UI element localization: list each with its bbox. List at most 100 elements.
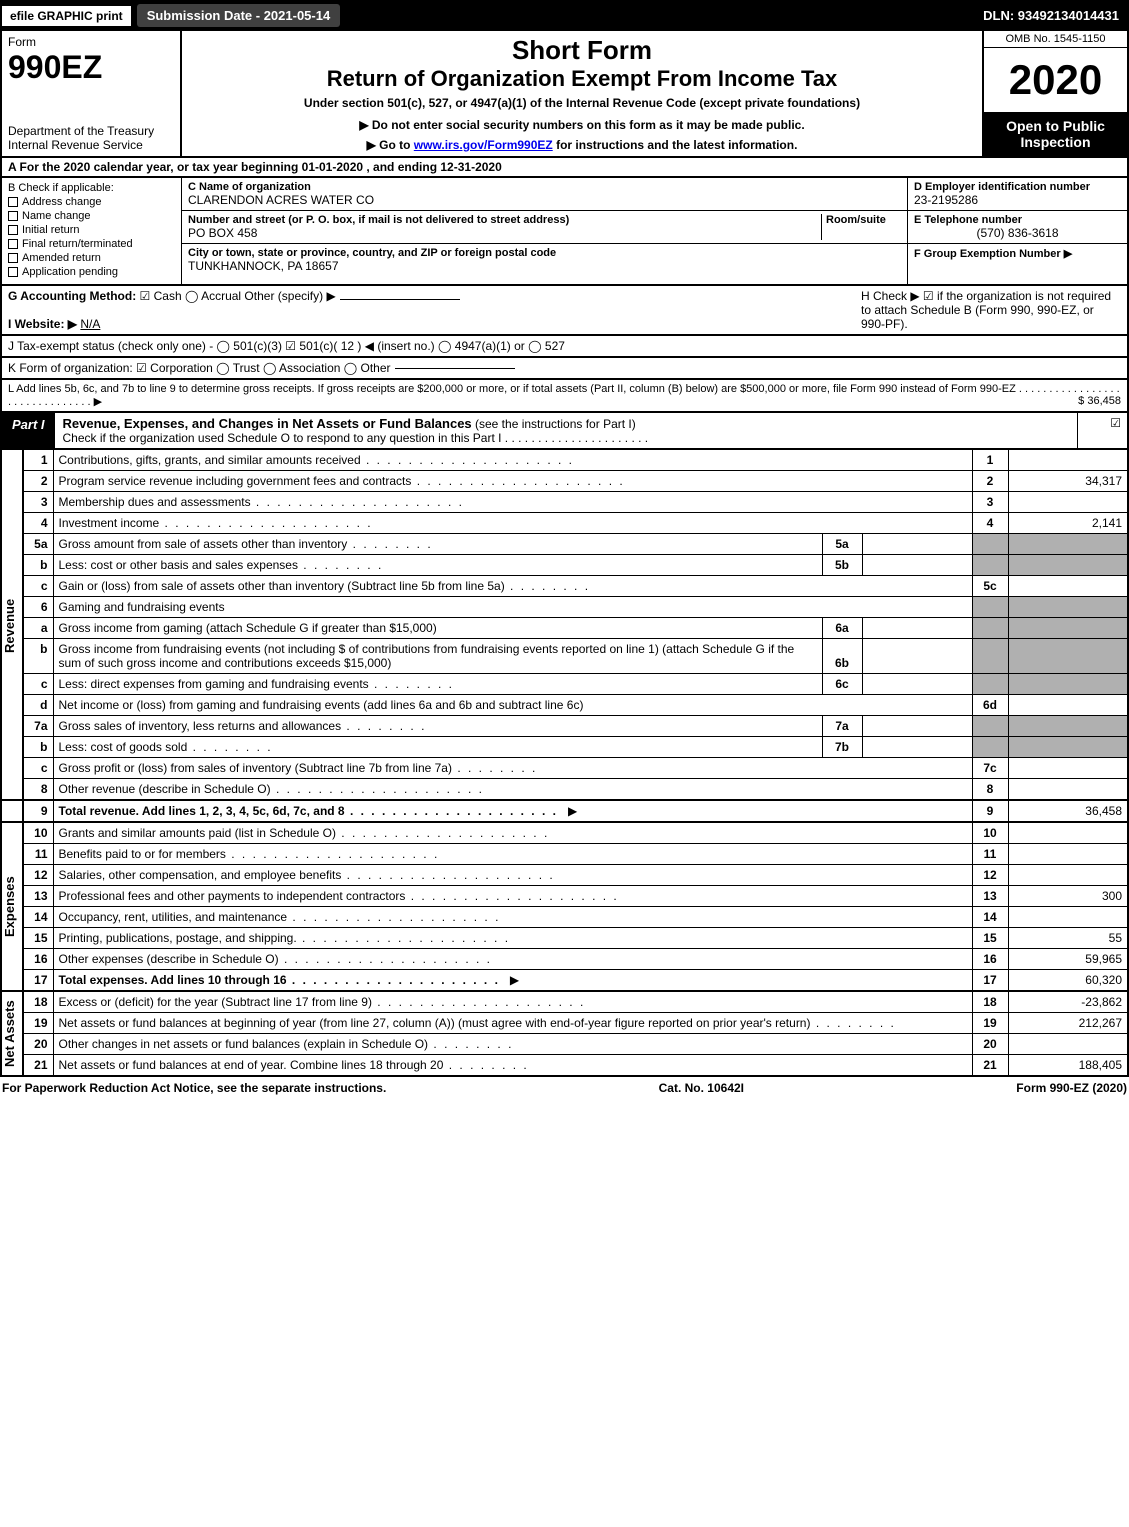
- line-6b-sub: 6b: [822, 639, 862, 674]
- line-19-amt: 212,267: [1008, 1013, 1128, 1034]
- part1-title: Revenue, Expenses, and Changes in Net As…: [55, 413, 1077, 448]
- ein-value: 23-2195286: [914, 193, 978, 207]
- return-title: Return of Organization Exempt From Incom…: [186, 66, 978, 92]
- section-c: C Name of organization CLARENDON ACRES W…: [182, 178, 907, 284]
- line-8-amt: [1008, 779, 1128, 801]
- checkbox-amended-return[interactable]: [8, 253, 18, 263]
- line-6-desc: Gaming and fundraising events: [53, 597, 972, 618]
- checkbox-application-pending[interactable]: [8, 267, 18, 277]
- line-6b-desc-pre: Gross income from fundraising events (no…: [59, 642, 349, 656]
- line-7a-sub: 7a: [822, 716, 862, 737]
- line-10-num: 10: [23, 822, 53, 844]
- city-label: City or town, state or province, country…: [188, 247, 556, 259]
- line-6a-desc: Gross income from gaming (attach Schedul…: [53, 618, 822, 639]
- line-6c-num: c: [23, 674, 53, 695]
- room-suite-label: Room/suite: [826, 214, 886, 226]
- line-5a-amt-shaded: [1008, 534, 1128, 555]
- revenue-section-label: Revenue: [1, 450, 23, 800]
- section-l-row: L Add lines 5b, 6c, and 7b to line 9 to …: [0, 380, 1129, 413]
- dept-irs: Internal Revenue Service: [8, 138, 174, 152]
- line-11-n: 11: [972, 844, 1008, 865]
- line-1-n: 1: [972, 450, 1008, 471]
- section-b-label: B Check if applicable:: [8, 182, 175, 194]
- line-17-amt: 60,320: [1008, 970, 1128, 992]
- website-label: I Website: ▶: [8, 317, 77, 331]
- line-17-desc: Total expenses. Add lines 10 through 16: [59, 973, 500, 987]
- form-label: Form: [8, 35, 36, 49]
- line-5a-sub: 5a: [822, 534, 862, 555]
- form-version: Form 990-EZ (2020): [1016, 1081, 1127, 1095]
- line-19-desc: Net assets or fund balances at beginning…: [59, 1016, 896, 1030]
- tax-exempt-status: J Tax-exempt status (check only one) - ◯…: [8, 339, 565, 353]
- line-5b-subval: [862, 555, 972, 576]
- header-subtitle: Under section 501(c), 527, or 4947(a)(1)…: [186, 96, 978, 110]
- line-3-num: 3: [23, 492, 53, 513]
- line-6a-num: a: [23, 618, 53, 639]
- line-6d-n: 6d: [972, 695, 1008, 716]
- line-5c-amt: [1008, 576, 1128, 597]
- line-4-num: 4: [23, 513, 53, 534]
- checkbox-final-return[interactable]: [8, 239, 18, 249]
- checkbox-name-change[interactable]: [8, 211, 18, 221]
- line-21-n: 21: [972, 1055, 1008, 1077]
- line-7a-desc: Gross sales of inventory, less returns a…: [59, 719, 427, 733]
- line-9-num: 9: [23, 800, 53, 822]
- line-15-desc: Printing, publications, postage, and shi…: [59, 931, 511, 945]
- org-name-value: CLARENDON ACRES WATER CO: [188, 193, 374, 207]
- line-12-num: 12: [23, 865, 53, 886]
- submission-date-badge: Submission Date - 2021-05-14: [137, 4, 341, 27]
- line-7c-amt: [1008, 758, 1128, 779]
- omb-number: OMB No. 1545-1150: [984, 31, 1127, 48]
- line-18-desc: Excess or (deficit) for the year (Subtra…: [59, 995, 586, 1009]
- line-6c-subval: [862, 674, 972, 695]
- tax-period-row: A For the 2020 calendar year, or tax yea…: [0, 158, 1129, 178]
- section-g-h-row: G Accounting Method: ☑ Cash ◯ Accrual Ot…: [0, 286, 1129, 336]
- efile-print-label[interactable]: efile GRAPHIC print: [2, 6, 131, 26]
- part1-table: Revenue 1 Contributions, gifts, grants, …: [0, 450, 1129, 1077]
- section-j-row: J Tax-exempt status (check only one) - ◯…: [0, 336, 1129, 358]
- form-header-center: Short Form Return of Organization Exempt…: [182, 31, 982, 156]
- line-8-desc: Other revenue (describe in Schedule O): [59, 782, 484, 796]
- phone-value: (570) 836-3618: [914, 226, 1121, 240]
- line-7c-n: 7c: [972, 758, 1008, 779]
- checkbox-initial-return[interactable]: [8, 225, 18, 235]
- line-5a-desc: Gross amount from sale of assets other t…: [59, 537, 433, 551]
- line-13-amt: 300: [1008, 886, 1128, 907]
- line-19-n: 19: [972, 1013, 1008, 1034]
- line-4-amt: 2,141: [1008, 513, 1128, 534]
- entity-info-block: B Check if applicable: Address change Na…: [0, 178, 1129, 286]
- line-4-n: 4: [972, 513, 1008, 534]
- catalog-number: Cat. No. 10642I: [659, 1081, 744, 1095]
- expenses-section-label: Expenses: [1, 822, 23, 991]
- line-12-desc: Salaries, other compensation, and employ…: [59, 868, 555, 882]
- checkbox-address-change[interactable]: [8, 197, 18, 207]
- line-7c-desc: Gross profit or (loss) from sales of inv…: [59, 761, 538, 775]
- line-2-desc: Program service revenue including govern…: [59, 474, 625, 488]
- line-5b-num: b: [23, 555, 53, 576]
- line-3-amt: [1008, 492, 1128, 513]
- irs-link[interactable]: www.irs.gov/Form990EZ: [414, 138, 553, 152]
- line-16-num: 16: [23, 949, 53, 970]
- line-5b-desc: Less: cost or other basis and sales expe…: [59, 558, 384, 572]
- line-1-desc: Contributions, gifts, grants, and simila…: [59, 453, 575, 467]
- line-10-amt: [1008, 822, 1128, 844]
- line-8-num: 8: [23, 779, 53, 801]
- line-6d-amt: [1008, 695, 1128, 716]
- line-15-num: 15: [23, 928, 53, 949]
- line-15-amt: 55: [1008, 928, 1128, 949]
- line-9-desc: Total revenue. Add lines 1, 2, 3, 4, 5c,…: [59, 804, 558, 818]
- line-7a-num: 7a: [23, 716, 53, 737]
- line-5c-n: 5c: [972, 576, 1008, 597]
- line-20-desc: Other changes in net assets or fund bala…: [59, 1037, 514, 1051]
- part1-schedule-o-checkbox[interactable]: ☑: [1077, 413, 1127, 448]
- line-7a-subval: [862, 716, 972, 737]
- short-form-title: Short Form: [186, 35, 978, 66]
- line-3-n: 3: [972, 492, 1008, 513]
- top-bar: efile GRAPHIC print Submission Date - 20…: [0, 0, 1129, 31]
- line-6c-desc: Less: direct expenses from gaming and fu…: [59, 677, 455, 691]
- group-exemption-label: F Group Exemption Number ▶: [914, 248, 1072, 260]
- line-7b-num: b: [23, 737, 53, 758]
- line-11-num: 11: [23, 844, 53, 865]
- line-12-amt: [1008, 865, 1128, 886]
- ein-label: D Employer identification number: [914, 181, 1090, 193]
